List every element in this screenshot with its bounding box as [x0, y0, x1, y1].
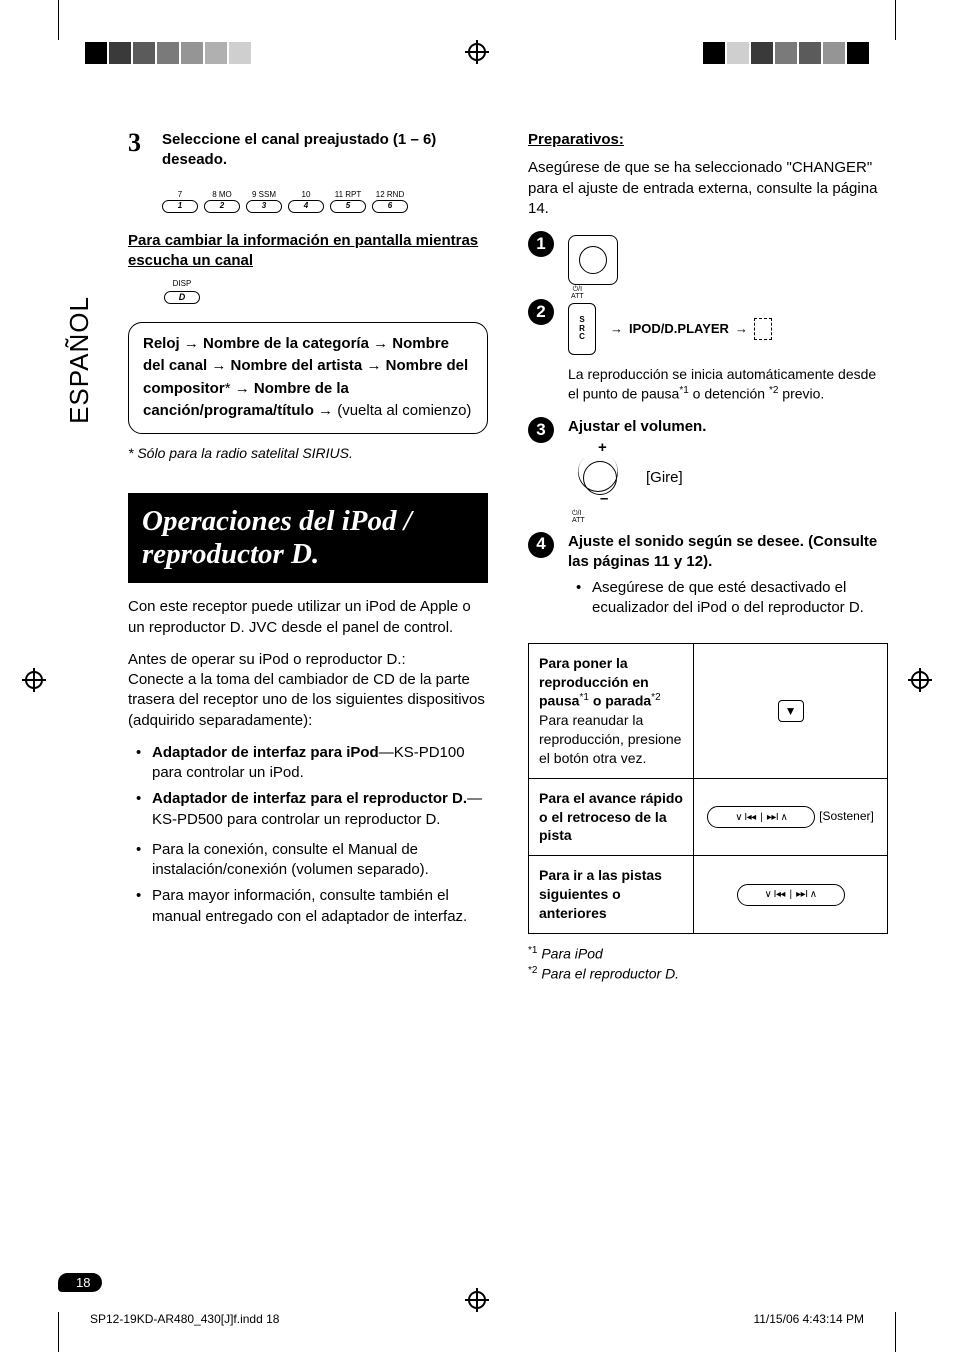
footer-timestamp: 11/15/06 4:43:14 PM: [753, 1312, 864, 1326]
src-flow-label: IPOD/D.PLAYER: [629, 320, 729, 338]
color-bar-right: [703, 42, 869, 64]
skip-buttons-icon: ∨ I◂◂ | ▸▸I ∧: [737, 884, 845, 906]
left-column: 3 Seleccione el canal preajustado (1 – 6…: [128, 130, 488, 983]
src-graphic: SRC → IPOD/D.PLAYER → La reproducción se…: [568, 299, 888, 403]
src-button: SRC: [568, 303, 596, 355]
preparativos-heading: Preparativos:: [528, 130, 888, 150]
crop-mark: [58, 1312, 59, 1352]
preset-button: 8 MO2: [204, 191, 240, 213]
list-item: Adaptador de interfaz para el reproducto…: [142, 789, 488, 830]
preset-button: 12 RND6: [372, 191, 408, 213]
cycle-item: Nombre del artista: [231, 357, 363, 374]
table-row: Para poner la reproducción en pausa*1 o …: [529, 643, 888, 778]
disp-button: D: [164, 291, 200, 304]
power-knob: ⏻/IATT: [568, 235, 618, 285]
step4-content: Ajuste el sonido según se desee. (Consul…: [568, 532, 888, 629]
registration-mark: [465, 40, 489, 64]
cell-bold: o parada: [593, 693, 651, 709]
right-step-3: 3 Ajustar el volumen. + – ⏻/IATT [Gire]: [528, 417, 888, 517]
step-number: 3: [128, 130, 148, 171]
knob-sublabel: ATT: [571, 293, 584, 300]
table-row: Para ir a las pistas siguientes o anteri…: [529, 856, 888, 934]
step-3: 3 Seleccione el canal preajustado (1 – 6…: [128, 130, 488, 171]
right-step-4: 4 Ajuste el sonido según se desee. (Cons…: [528, 532, 888, 629]
title-line-1: Operaciones del iPod /: [142, 505, 412, 537]
step4-text: Ajuste el sonido según se desee. (Consul…: [568, 532, 888, 573]
change-display-heading: Para cambiar la información en pantalla …: [128, 231, 488, 272]
list-item: Para mayor información, consulte también…: [142, 886, 488, 927]
page-number: 18: [58, 1273, 102, 1292]
step-text: Seleccione el canal preajustado (1 – 6) …: [162, 130, 488, 171]
cell-bold: Para el avance rápido o el retroceso de …: [529, 778, 694, 856]
display-cycle-box: Reloj → Nombre de la categoría → Nombre …: [128, 322, 488, 434]
preset-buttons: 71 8 MO2 9 SSM3 104 11 RPT5 12 RND6: [162, 191, 408, 213]
circle-number: 1: [528, 231, 554, 257]
skip-buttons-icon: ∨ I◂◂ | ▸▸I ∧: [707, 806, 815, 828]
cell-bold: Para ir a las pistas siguientes o anteri…: [529, 856, 694, 934]
sirius-footnote: * Sólo para la radio satelital SIRIUS.: [128, 444, 488, 463]
preparativos-text: Asegúrese de que se ha seleccionado "CHA…: [528, 158, 888, 219]
crop-mark: [895, 0, 896, 40]
down-button-icon: ▼: [778, 700, 804, 722]
operations-table: Para poner la reproducción en pausa*1 o …: [528, 643, 888, 934]
src-flow: → IPOD/D.PLAYER →: [610, 318, 772, 340]
footer: SP12-19KD-AR480_430[J]f.indd 18 11/15/06…: [90, 1312, 864, 1326]
adapter-list: Adaptador de interfaz para iPod—KS-PD100…: [128, 743, 488, 830]
title-line-2: reproductor D.: [142, 538, 319, 570]
intro-paragraph: Con este receptor puede utilizar un iPod…: [128, 597, 488, 638]
lead: Antes de operar su iPod o reproductor D.…: [128, 651, 406, 668]
language-tab: ESPAÑOL: [64, 296, 95, 424]
right-step-2: 2 SRC → IPOD/D.PLAYER →: [528, 299, 888, 403]
circle-number: 4: [528, 532, 554, 558]
page: ESPAÑOL 3 Seleccione el canal preajustad…: [0, 0, 954, 1352]
table-row: Para el avance rápido o el retroceso de …: [529, 778, 888, 856]
step2-note: La reproducción se inicia automáticament…: [568, 365, 888, 403]
color-bar-left: [85, 42, 251, 64]
cycle-item: Nombre de la categoría: [203, 335, 369, 352]
body: Conecte a la toma del cambiador de CD de…: [128, 671, 485, 729]
dashed-box-icon: [754, 318, 772, 340]
knob-graphic: ⏻/IATT: [568, 235, 618, 285]
list-item: Asegúrese de que esté desactivado el ecu…: [582, 578, 888, 619]
disp-label-top: DISP: [164, 279, 200, 290]
gire-label: [Gire]: [646, 468, 683, 488]
section-title-box: Operaciones del iPod / reproductor D.: [128, 493, 488, 584]
sostener-label: [Sostener]: [819, 809, 874, 823]
cycle-tail: (vuelta al comienzo): [337, 402, 471, 419]
cycle-item: Reloj: [143, 335, 180, 352]
footer-file: SP12-19KD-AR480_430[J]f.indd 18: [90, 1312, 279, 1326]
content-columns: 3 Seleccione el canal preajustado (1 – 6…: [128, 130, 888, 983]
circle-number: 3: [528, 417, 554, 443]
right-column: Preparativos: Asegúrese de que se ha sel…: [528, 130, 888, 983]
registration-mark: [465, 1288, 489, 1312]
notes-list: Para la conexión, consulte el Manual de …: [128, 840, 488, 927]
preset-button: 11 RPT5: [330, 191, 366, 213]
adapter-name: Adaptador de interfaz para iPod: [152, 744, 379, 761]
footnote-text: Para el reproductor D.: [541, 965, 679, 981]
footnote-text: Para iPod: [541, 946, 602, 962]
registration-mark: [908, 668, 932, 692]
crop-mark: [58, 0, 59, 40]
cell-text: Para reanudar la reproducción, presione …: [539, 712, 681, 766]
list-item: Adaptador de interfaz para iPod—KS-PD100…: [142, 743, 488, 784]
before-operate: Antes de operar su iPod o reproductor D.…: [128, 650, 488, 731]
volume-knob-graphic: + – ⏻/IATT: [568, 438, 632, 518]
list-item: Para la conexión, consulte el Manual de …: [142, 840, 488, 881]
step3-content: Ajustar el volumen. + – ⏻/IATT [Gire]: [568, 417, 706, 517]
step3-label: Ajustar el volumen.: [568, 417, 706, 437]
preset-button: 104: [288, 191, 324, 213]
footnotes: *1 Para iPod *2 Para el reproductor D.: [528, 944, 888, 983]
disp-button-graphic: DISP D: [164, 279, 488, 304]
circle-number: 2: [528, 299, 554, 325]
preset-button: 9 SSM3: [246, 191, 282, 213]
adapter-name: Adaptador de interfaz para el reproducto…: [152, 790, 467, 807]
registration-mark: [22, 668, 46, 692]
right-step-1: 1 ⏻/IATT: [528, 231, 888, 285]
crop-mark: [895, 1312, 896, 1352]
preset-button: 71: [162, 191, 198, 213]
